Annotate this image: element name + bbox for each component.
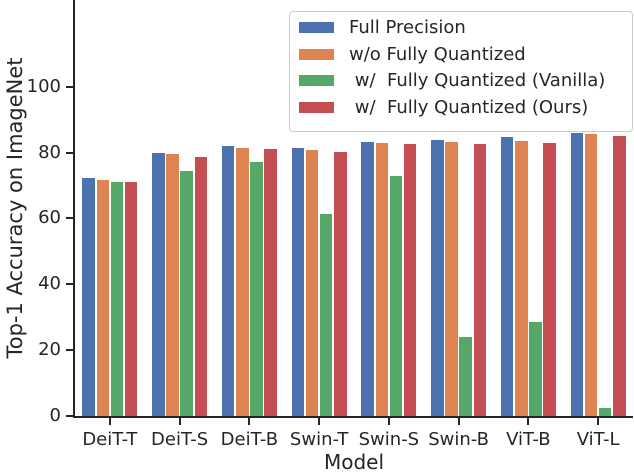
y-tick-mark [66, 151, 73, 154]
legend-row: w/ Fully Quantized (Vanilla) [299, 68, 632, 95]
y-tick-mark [66, 415, 73, 417]
legend-label: Full Precision [349, 17, 466, 39]
bar [445, 141, 458, 416]
bar [319, 214, 333, 416]
legend-swatch [299, 101, 334, 113]
bar-group-deit-t: DeiT-T [75, 0, 145, 450]
x-tick-mark [318, 418, 321, 425]
legend-label: w/ Fully Quantized (Ours) [349, 96, 589, 118]
legend-swatch [299, 22, 334, 34]
y-tick-label: 40 [38, 273, 61, 295]
y-tick-label: 60 [38, 207, 61, 229]
bar [570, 132, 584, 416]
bar [305, 149, 319, 416]
y-tick-mark [66, 283, 73, 286]
x-axis-label: Model [323, 450, 385, 472]
x-tick-label: ViT-L [576, 429, 620, 450]
legend-label: w/o Fully Quantized [349, 43, 526, 65]
legend-row: w/ Fully Quantized (Ours) [299, 94, 632, 121]
bar [221, 145, 235, 416]
x-tick-label: Swin-T [289, 429, 349, 450]
bar [584, 134, 598, 416]
y-axis-spine [73, 0, 75, 418]
x-tick-mark [597, 418, 600, 425]
bar [124, 181, 138, 416]
bar-group-swin-b: Swin-B [424, 0, 494, 450]
bar [403, 144, 417, 416]
y-tick-mark [66, 349, 73, 352]
bar [250, 162, 263, 416]
bar-group-vit-l: ViT-L [563, 0, 633, 450]
bar [515, 140, 528, 416]
bar [96, 180, 110, 416]
bar [264, 149, 277, 416]
x-tick-mark [248, 418, 251, 425]
x-tick-label: Swin-B [428, 429, 490, 450]
bar [180, 170, 193, 416]
y-tick-label: 100 [26, 75, 61, 97]
bar [82, 178, 95, 416]
x-tick-label: DeiT-T [82, 429, 138, 450]
legend: Full Precision w/o Fully Quantized w/ Ful… [289, 11, 633, 132]
bar [166, 153, 179, 416]
bar [110, 182, 124, 416]
y-tick-label: 80 [38, 141, 61, 163]
legend-swatch [299, 48, 334, 60]
bar [375, 142, 389, 416]
bar [291, 148, 305, 416]
bar [236, 148, 249, 416]
x-tick-mark [108, 418, 111, 425]
x-tick-label: Swin-S [358, 429, 420, 450]
legend-row: Full Precision [299, 15, 632, 42]
bar [152, 152, 165, 416]
bar [459, 336, 472, 416]
legend-swatch [299, 75, 334, 87]
bar-group-deit-s: DeiT-S [145, 0, 215, 450]
y-tick-mark [66, 85, 73, 88]
bar [473, 143, 487, 416]
x-tick-mark [178, 418, 181, 425]
x-axis-spine [73, 416, 633, 418]
bar [598, 408, 612, 416]
bar [361, 141, 374, 416]
bar-group-swin-s: Swin-S [354, 0, 424, 450]
x-tick-mark [527, 418, 530, 425]
bar [194, 156, 208, 416]
bar-group-vit-b: ViT-B [494, 0, 564, 450]
bar [529, 321, 542, 416]
bar [543, 142, 556, 416]
bar [334, 151, 347, 416]
bar [613, 136, 626, 416]
bar [389, 175, 403, 416]
bar-groups: DeiT-T DeiT-S DeiT-B Swin-T Swin-S Swin-B ViT-… [75, 0, 633, 450]
legend-row: w/o Fully Quantized [299, 41, 632, 68]
plot-area: 0 20 40 60 80 100 DeiT-T DeiT-S DeiT-B Swin-T Swi… [27, 0, 633, 450]
x-tick-mark [387, 418, 390, 425]
bar-group-deit-b: DeiT-B [215, 0, 285, 450]
y-tick-label: 0 [49, 405, 61, 426]
bar-group-swin-t: Swin-T [284, 0, 354, 450]
x-tick-mark [457, 418, 460, 425]
x-tick-label: DeiT-B [220, 429, 279, 450]
y-tick-label: 20 [38, 339, 61, 361]
x-tick-label: DeiT-S [151, 429, 209, 450]
legend-label: w/ Fully Quantized (Vanilla) [349, 70, 606, 92]
y-tick-mark [66, 217, 73, 220]
bar [431, 140, 444, 416]
bar [500, 136, 514, 416]
x-tick-label: ViT-B [506, 429, 551, 450]
